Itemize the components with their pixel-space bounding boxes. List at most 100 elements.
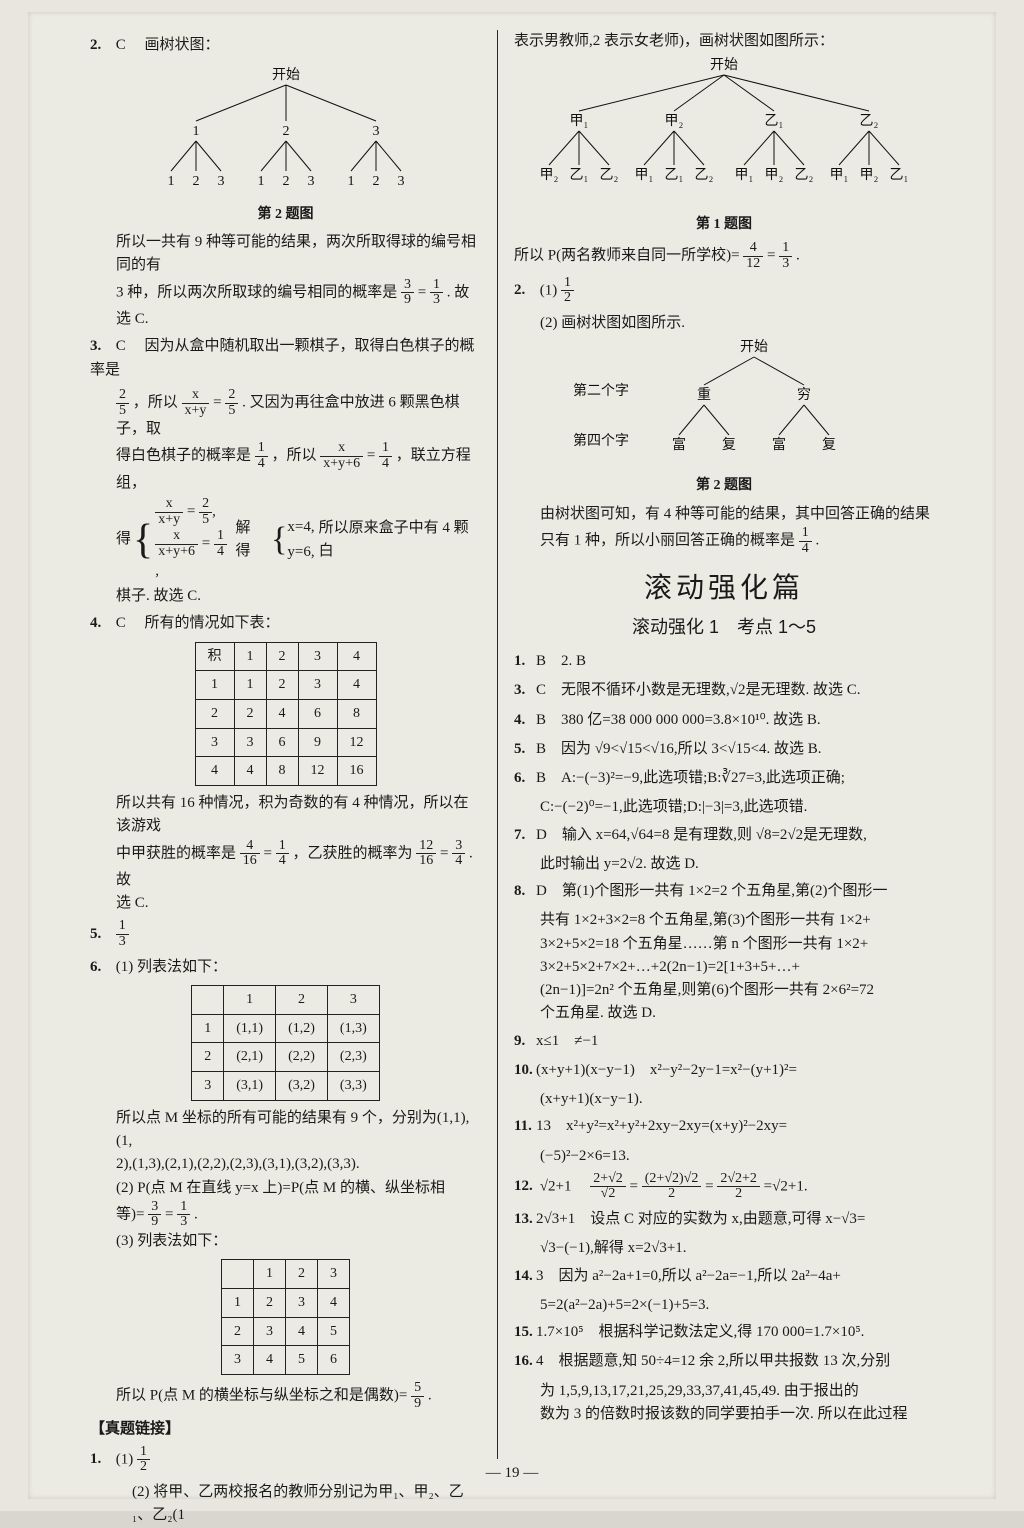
svg-text:甲₂: 甲₂ <box>765 168 784 183</box>
r-i10: 10.(x+y+1)(x−y−1) x²−y²−2y−1=x²−(y+1)²= <box>514 1059 934 1082</box>
q6-t1: 所以点 M 坐标的所有可能的结果有 9 个，分别为(1,1),(1, <box>116 1107 481 1154</box>
r-i6b: C:−(−2)⁰=−1,此选项错;D:|−3|=3,此选项错. <box>540 796 934 819</box>
r-i8: 8.D 第(1)个图形一共有 1×2=2 个五角星,第(2)个图形一 <box>514 880 934 903</box>
link-heading: 【真题链接】 <box>90 1418 481 1441</box>
r-i11: 11.13 x²+y²=x²+y²+2xy−2xy=(x+y)²−2xy= <box>514 1115 934 1138</box>
r-i10b: (x+y+1)(x−y−1). <box>540 1088 934 1111</box>
svg-text:3: 3 <box>372 124 379 139</box>
svg-text:甲₂: 甲₂ <box>665 114 684 129</box>
r-top-lead: 表示男教师,2 表示女老师)，画树状图如图所示： <box>514 30 934 53</box>
q2-t2: 3 种，所以两次所取球的编号相同的概率是 39 = 13 . 故选 C. <box>116 278 481 332</box>
r-i16: 16.4 根据题意,知 50÷4=12 余 2,所以甲共报数 13 次,分别 <box>514 1350 934 1373</box>
brace-icon: { <box>133 508 153 573</box>
svg-text:开始: 开始 <box>740 339 768 355</box>
r-i15: 15.1.7×10⁵ 根据科学记数法定义,得 170 000=1.7×10⁵. <box>514 1321 934 1344</box>
r-i9: 9.x≤1 ≠−1 <box>514 1030 934 1053</box>
r-q2b: (2) 画树状图如图所示. <box>540 312 934 335</box>
svg-text:甲₁: 甲₁ <box>735 168 754 183</box>
link-q1b: (2) 将甲、乙两校报名的教师分别记为甲₁、甲₂、乙₁、乙₂(1 <box>132 1481 481 1528</box>
svg-text:乙₁: 乙₁ <box>765 113 784 129</box>
r-i13: 13.2√3+1 设点 C 对应的实数为 x,由题意,可得 x−√3= <box>514 1208 934 1231</box>
q6-p2a: (2) P(点 M 在直线 y=x 上)=P(点 M 的横、纵坐标相 <box>116 1177 481 1200</box>
q3-tail: 棋子. 故选 C. <box>116 585 481 608</box>
left-column: 2. C 画树状图： 开始 1 2 3 <box>76 30 495 1459</box>
right-column: 表示男教师,2 表示女老师)，画树状图如图所示： 开始 甲₁ 甲₂ 乙₁ 乙₂ <box>500 30 948 1459</box>
tree-root: 开始 <box>272 67 300 83</box>
q3-line2: 25 ，所以 xx+y = 25 . 又因为再往盒中放进 6 颗黑色棋子，取 <box>116 388 481 442</box>
q6-t3: 所以 P(点 M 的横坐标与纵坐标之和是偶数)= 59 . <box>116 1381 481 1411</box>
q3: 3. C 因为从盒中随机取出一颗棋子，取得白色棋子的概率是 <box>90 335 481 382</box>
r-tree1-cap: 第 1 题图 <box>514 214 934 236</box>
svg-text:1: 1 <box>347 174 354 189</box>
svg-text:乙₂: 乙₂ <box>795 167 814 183</box>
q4-t1: 所以共有 16 种情况，积为奇数的有 4 种情况，所以在该游戏 <box>116 792 481 839</box>
svg-text:乙₂: 乙₂ <box>600 167 619 183</box>
sheet: 2. C 画树状图： 开始 1 2 3 <box>28 12 996 1499</box>
r-tree2-cap: 第 2 题图 <box>514 475 934 497</box>
q6-table2: 123 1234 2345 3456 <box>221 1259 350 1375</box>
q2-tree-cap: 第 2 题图 <box>90 204 481 226</box>
svg-text:甲₁: 甲₁ <box>635 168 654 183</box>
columns: 2. C 画树状图： 开始 1 2 3 <box>76 30 948 1459</box>
frac: 39 <box>401 278 414 308</box>
r-i3: 3.C 无限不循环小数是无理数,√2是无理数. 故选 C. <box>514 679 934 702</box>
svg-text:3: 3 <box>217 174 224 189</box>
svg-text:第二个字: 第二个字 <box>574 382 629 399</box>
r-i8d: 3×2+5×2+7×2+…+2(2n−1)=2[1+3+5+…+ <box>540 956 934 979</box>
svg-text:重: 重 <box>697 387 711 403</box>
q6-t2: 2),(1,3),(2,1),(2,2),(2,3),(3,1),(3,2),(… <box>116 1153 481 1176</box>
q2-t1: 所以一共有 9 种等可能的结果，两次所取得球的编号相同的有 <box>116 231 481 278</box>
svg-text:富: 富 <box>772 436 786 453</box>
svg-text:乙₁: 乙₁ <box>570 167 589 183</box>
svg-text:甲₂: 甲₂ <box>540 168 559 183</box>
svg-text:3: 3 <box>307 174 314 189</box>
q6: 6. (1) 列表法如下： <box>90 956 481 979</box>
svg-text:富: 富 <box>672 436 686 453</box>
r-tree1-svg: 开始 甲₁ 甲₂ 乙₁ 乙₂ 甲₂ 乙₁ <box>514 53 934 203</box>
r-i11b: (−5)²−2×6=13. <box>540 1145 934 1168</box>
svg-text:2: 2 <box>282 124 289 139</box>
column-divider <box>497 30 498 1459</box>
q2-tree: 开始 1 2 3 1 2 3 1 2 <box>90 63 481 225</box>
svg-text:乙₁: 乙₁ <box>665 167 684 183</box>
q3-line3: 得白色棋子的概率是 14 ，所以 xx+y+6 = 14 ，联立方程组， <box>116 441 481 495</box>
svg-text:1: 1 <box>257 174 264 189</box>
r-q2-t2: 只有 1 种，所以小丽回答正确的概率是 14 . <box>540 526 934 556</box>
r-i16c: 数为 3 的倍数时报该数的同学要拍手一次. 所以在此过程 <box>540 1403 934 1426</box>
q6-p2b: 等)= 39 = 13 . <box>116 1200 481 1230</box>
r-tree2: 开始 第二个字 重 穷 第四个字 富 复 富 复 第 2 题图 <box>514 335 934 497</box>
r-i8e: (2n−1)]=2n² 个五角星,则第(6)个图形一共有 2×6²=72 <box>540 979 934 1002</box>
q5: 5. 13 <box>90 919 481 949</box>
r-i8f: 个五角星. 故选 D. <box>540 1002 934 1025</box>
q4-t5: 选 C. <box>116 892 481 915</box>
r-i13b: √3−(−1),解得 x=2√3+1. <box>540 1237 934 1260</box>
page-number: — 19 — <box>28 1462 996 1485</box>
brace-icon: { <box>271 514 287 567</box>
r-i7b: 此时输出 y=2√2. 故选 D. <box>540 853 934 876</box>
svg-text:第四个字: 第四个字 <box>574 432 629 449</box>
section-title: 滚动强化篇 <box>514 567 934 610</box>
q6-p3: (3) 列表法如下： <box>116 1230 481 1253</box>
r-i16b: 为 1,5,9,13,17,21,25,29,33,37,41,45,49. 由… <box>540 1380 934 1403</box>
q6-table1: 123 1(1,1)(1,2)(1,3) 2(2,1)(2,2)(2,3) 3(… <box>191 985 379 1101</box>
svg-text:2: 2 <box>192 174 199 189</box>
q2-num: 2. <box>90 34 112 57</box>
svg-text:乙₂: 乙₂ <box>695 167 714 183</box>
svg-text:3: 3 <box>397 174 404 189</box>
q3-sys: 得 { xx+y = 25, xx+y+6 = 14, 解得 { x=4,y=6… <box>116 495 481 585</box>
svg-text:2: 2 <box>282 174 289 189</box>
r-i8c: 3×2+5×2=18 个五角星……第 n 个图形一共有 1×2+ <box>540 933 934 956</box>
q2: 2. C 画树状图： <box>90 34 481 57</box>
q2-tree-svg: 开始 1 2 3 1 2 3 1 2 <box>136 63 436 193</box>
svg-text:复: 复 <box>822 436 836 453</box>
r-i6: 6.B A:−(−3)²=−9,此选项错;B:∛27=3,此选项正确; <box>514 767 934 790</box>
r-i8b: 共有 1×2+3×2=8 个五角星,第(3)个图形一共有 1×2+ <box>540 909 934 932</box>
r-i7: 7.D 输入 x=64,√64=8 是有理数,则 √8=2√2是无理数, <box>514 824 934 847</box>
svg-text:2: 2 <box>372 174 379 189</box>
svg-text:1: 1 <box>167 174 174 189</box>
svg-text:乙₂: 乙₂ <box>860 113 879 129</box>
svg-text:甲₁: 甲₁ <box>830 168 849 183</box>
q4: 4. C 所有的情况如下表： <box>90 612 481 635</box>
svg-text:乙₁: 乙₁ <box>890 167 909 183</box>
q2-ans: C <box>116 37 126 53</box>
